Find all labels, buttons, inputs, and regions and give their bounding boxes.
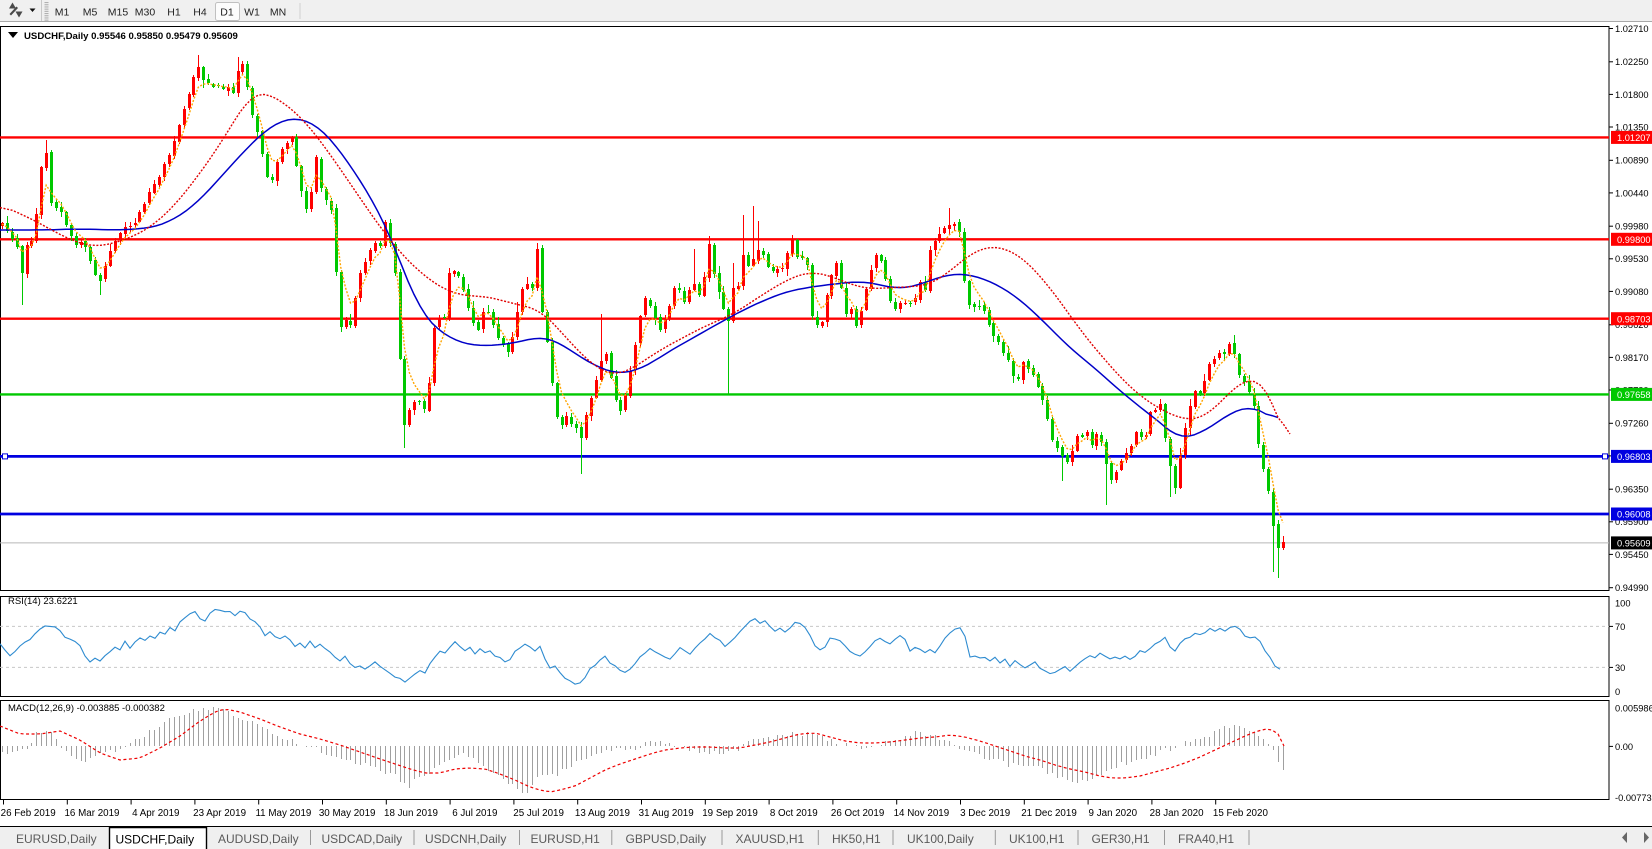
svg-text:0.96008: 0.96008 (1617, 510, 1651, 520)
svg-text:0.99800: 0.99800 (1617, 235, 1651, 245)
svg-text:D1: D1 (220, 7, 234, 19)
svg-text:HK50,H1: HK50,H1 (832, 832, 881, 846)
svg-text:USDCHF,Daily: USDCHF,Daily (116, 833, 195, 847)
svg-text:RSI(14) 23.6221: RSI(14) 23.6221 (8, 596, 78, 607)
svg-text:MN: MN (270, 7, 286, 19)
svg-text:0.95900: 0.95900 (1615, 517, 1649, 527)
svg-text:1.02710: 1.02710 (1615, 24, 1649, 34)
svg-text:GER30,H1: GER30,H1 (1092, 832, 1150, 846)
svg-text:11 May 2019: 11 May 2019 (255, 808, 311, 819)
svg-text:UK100,H1: UK100,H1 (1009, 832, 1065, 846)
svg-text:0: 0 (1615, 687, 1620, 697)
svg-text:UK100,Daily: UK100,Daily (907, 832, 974, 846)
svg-text:0.96803: 0.96803 (1617, 452, 1651, 462)
svg-text:M30: M30 (135, 7, 156, 19)
svg-text:XAUUSD,H1: XAUUSD,H1 (736, 832, 805, 846)
svg-text:0.97658: 0.97658 (1617, 390, 1651, 400)
svg-text:0.97260: 0.97260 (1615, 419, 1649, 429)
svg-text:18 Jun 2019: 18 Jun 2019 (384, 808, 438, 819)
svg-text:70: 70 (1615, 622, 1625, 632)
svg-text:FRA40,H1: FRA40,H1 (1178, 832, 1234, 846)
svg-text:30 May 2019: 30 May 2019 (319, 808, 376, 819)
svg-text:8 Oct 2019: 8 Oct 2019 (770, 808, 818, 819)
svg-text:0.99530: 0.99530 (1615, 254, 1649, 264)
svg-text:USDCAD,Daily: USDCAD,Daily (322, 832, 403, 846)
svg-text:4 Apr 2019: 4 Apr 2019 (132, 808, 179, 819)
svg-text:H1: H1 (167, 7, 181, 19)
svg-text:31 Aug 2019: 31 Aug 2019 (639, 808, 694, 819)
svg-text:EURUSD,Daily: EURUSD,Daily (16, 832, 97, 846)
svg-text:USDCHF,Daily 0.95546 0.95850: USDCHF,Daily 0.95546 0.95850 0.95479 0.9… (24, 31, 238, 42)
svg-text:21 Dec 2019: 21 Dec 2019 (1021, 808, 1077, 819)
svg-text:6 Jul 2019: 6 Jul 2019 (452, 808, 497, 819)
svg-text:EURUSD,H1: EURUSD,H1 (531, 832, 601, 846)
svg-text:M5: M5 (83, 7, 98, 19)
svg-text:0.98170: 0.98170 (1615, 353, 1649, 363)
svg-text:H4: H4 (193, 7, 207, 19)
svg-text:26 Feb 2019: 26 Feb 2019 (1, 808, 56, 819)
svg-text:0.00: 0.00 (1615, 742, 1633, 752)
svg-text:1.01800: 1.01800 (1615, 90, 1649, 100)
svg-text:1.01350: 1.01350 (1615, 122, 1649, 132)
svg-text:13 Aug 2019: 13 Aug 2019 (575, 808, 630, 819)
svg-text:19 Sep 2019: 19 Sep 2019 (702, 808, 758, 819)
svg-text:9 Jan 2020: 9 Jan 2020 (1089, 808, 1138, 819)
svg-text:1.02250: 1.02250 (1615, 57, 1649, 67)
svg-text:0.98703: 0.98703 (1617, 314, 1651, 324)
svg-text:1.00890: 1.00890 (1615, 156, 1649, 166)
svg-text:1.01207: 1.01207 (1617, 133, 1651, 143)
svg-text:0.94990: 0.94990 (1615, 583, 1649, 593)
svg-text:M1: M1 (55, 7, 70, 19)
svg-text:30: 30 (1615, 663, 1625, 673)
svg-text:14 Nov 2019: 14 Nov 2019 (894, 808, 950, 819)
svg-text:0.99080: 0.99080 (1615, 287, 1649, 297)
svg-text:W1: W1 (244, 7, 260, 19)
svg-text:M15: M15 (108, 7, 129, 19)
svg-text:23 Apr 2019: 23 Apr 2019 (193, 808, 246, 819)
svg-text:100: 100 (1615, 599, 1631, 609)
svg-text:16 Mar 2019: 16 Mar 2019 (64, 808, 119, 819)
svg-text:28 Jan 2020: 28 Jan 2020 (1150, 808, 1204, 819)
svg-text:3 Dec 2019: 3 Dec 2019 (960, 808, 1010, 819)
svg-text:25 Jul 2019: 25 Jul 2019 (513, 808, 564, 819)
svg-text:0.99980: 0.99980 (1615, 222, 1649, 232)
svg-text:0.95609: 0.95609 (1617, 539, 1651, 549)
svg-text:-0.007737: -0.007737 (1615, 793, 1652, 803)
svg-text:MACD(12,26,9) -0.003885 -0.000: MACD(12,26,9) -0.003885 -0.000382 (8, 703, 165, 714)
svg-text:0.005986: 0.005986 (1615, 703, 1652, 713)
svg-text:GBPUSD,Daily: GBPUSD,Daily (626, 832, 707, 846)
svg-text:USDCNH,Daily: USDCNH,Daily (425, 832, 506, 846)
svg-text:0.95450: 0.95450 (1615, 550, 1649, 560)
svg-text:26 Oct 2019: 26 Oct 2019 (831, 808, 884, 819)
svg-text:1.00440: 1.00440 (1615, 188, 1649, 198)
svg-text:0.96350: 0.96350 (1615, 485, 1649, 495)
svg-text:15 Feb 2020: 15 Feb 2020 (1213, 808, 1269, 819)
svg-text:AUDUSD,Daily: AUDUSD,Daily (218, 832, 299, 846)
